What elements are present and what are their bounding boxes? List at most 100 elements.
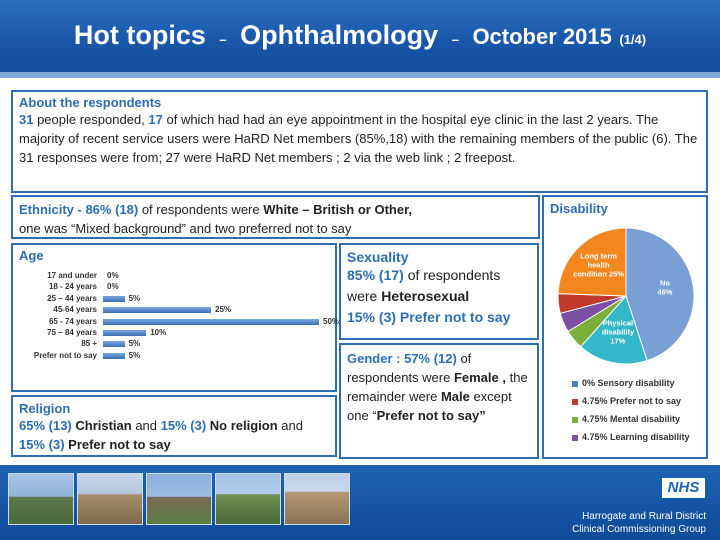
footer-photo (77, 473, 143, 525)
nhs-logo: NHS (662, 478, 705, 498)
ethnicity-text-part: one was “Mixed background” and two prefe… (19, 221, 352, 236)
footer-photo (146, 473, 212, 525)
religion-heading: Religion (19, 401, 71, 416)
legend-item: 4.75% Prefer not to say (572, 396, 681, 406)
age-value-label: 5% (128, 293, 141, 303)
age-bar (103, 318, 319, 325)
footer-photo (8, 473, 74, 525)
sexuality-option: Heterosexual (381, 288, 470, 304)
age-label: 25 – 44 years (47, 293, 97, 303)
legend-item: 0% Sensory disability (572, 378, 675, 388)
legend-swatch (572, 380, 578, 387)
age-value-label: 25% (215, 305, 232, 315)
about-text: 31 people responded, 17 of which had had… (19, 110, 700, 167)
age-row: 45-64 years 25% (17, 305, 333, 316)
religion-text: 65% (13) Christian and 15% (3) No religi… (19, 416, 329, 454)
title-separator: – (451, 32, 459, 47)
legend-label: 4.75% Learning disability (582, 432, 690, 442)
legend-label: 4.75% Mental disability (582, 414, 681, 424)
respondents-count: 31 (19, 112, 34, 127)
legend-item: 4.75% Learning disability (572, 432, 690, 442)
age-value-label: 10% (150, 328, 167, 337)
about-heading: About the respondents (19, 95, 162, 110)
sexuality-option: Prefer not to say (396, 309, 511, 325)
gender-box: Gender : 57% (12) of respondents were Fe… (339, 343, 539, 459)
about-text-part: people responded, (33, 112, 149, 127)
gender-option: Male (440, 389, 470, 404)
age-bar (103, 307, 211, 314)
age-row: 65 - 74 years 50% (17, 316, 339, 328)
age-bar (103, 295, 125, 302)
legend-swatch (572, 434, 578, 441)
religion-text-part: and (277, 418, 303, 433)
ethnicity-text: Ethnicity - 86% (18) of respondents were… (19, 200, 532, 238)
age-label: 17 and under (47, 271, 97, 280)
appointment-count: 17 (148, 112, 163, 127)
pie-slice (579, 295, 648, 365)
about-respondents-box: About the respondents 31 people responde… (11, 90, 708, 193)
legend-swatch (572, 398, 578, 405)
religion-option: Christian (71, 418, 132, 433)
sexuality-pct: 85% (17) (347, 267, 404, 283)
gender-option: Prefer not to say” (376, 408, 486, 423)
age-row: 18 - 24 years 0% (17, 282, 333, 293)
gender-lead: Gender : 57% (12) (347, 351, 457, 366)
disability-heading: Disability (550, 201, 608, 216)
about-text-part: of which had had an eye appointment in t… (19, 112, 698, 165)
age-row: 85 + 5% (17, 339, 333, 350)
org-line: Harrogate and Rural District (582, 511, 706, 522)
age-label: 65 - 74 years (48, 316, 97, 326)
sexuality-box: Sexuality 85% (17) of respondents were H… (339, 243, 539, 340)
footer-photo (215, 473, 281, 525)
gender-text-part: except one “ (347, 389, 512, 423)
sexuality-text-part: of respondents were (347, 267, 501, 304)
sexuality-pct: 15% (3) (347, 309, 397, 325)
age-row: 17 and under 0% (17, 271, 333, 282)
age-label: 45-64 years (53, 305, 97, 315)
religion-pct: 15% (3) (160, 418, 207, 433)
org-line: Clinical Commissioning Group (572, 524, 706, 535)
ethnicity-text-part: of respondents were (138, 202, 264, 217)
age-label: 18 - 24 years (48, 282, 97, 292)
title-separator: – (219, 32, 227, 47)
age-row: 25 – 44 years 5% (17, 294, 333, 305)
age-label: 75 – 84 years (47, 328, 97, 337)
header-rule (0, 72, 720, 78)
page-number: (1/4) (619, 32, 647, 47)
religion-option: No religion (206, 418, 278, 433)
footer-photo (284, 473, 350, 525)
page-title: Hot topics – Ophthalmology – October 201… (0, 20, 720, 51)
header-banner (0, 0, 720, 72)
age-row: 75 – 84 years 10% (17, 328, 333, 339)
legend-item: 4.75% Mental disability (572, 414, 680, 424)
age-label: Prefer not to say (33, 350, 97, 360)
age-label: 85 + (81, 339, 97, 349)
gender-option: Female , (453, 370, 506, 385)
age-row: Prefer not to say 5% (17, 351, 333, 362)
pie-slice (557, 227, 627, 297)
age-heading: Age (19, 248, 44, 263)
legend-swatch (572, 416, 578, 423)
age-value-label: 0% (107, 282, 119, 292)
organisation-name: Harrogate and Rural District Clinical Co… (572, 510, 706, 536)
title-date: October 2015 (472, 24, 612, 49)
religion-pct: 15% (3) (19, 437, 65, 452)
pie-slice-label: Physical disability 17% (602, 319, 635, 346)
legend-label: 0% Sensory disability (582, 378, 675, 388)
sexuality-text: 85% (17) of respondents were Heterosexua… (347, 265, 531, 328)
pie-slice-label: Long term health condition 25% (573, 252, 624, 279)
age-bar (103, 330, 147, 336)
age-bar (103, 352, 125, 359)
religion-text-part: and (131, 418, 161, 433)
title-topic: Hot topics (73, 20, 206, 50)
age-bar (103, 341, 125, 348)
age-value-label: 0% (107, 271, 119, 280)
age-value-label: 5% (128, 339, 141, 349)
ethnicity-lead: Ethnicity - 86% (18) (19, 202, 139, 217)
ethnicity-majority: White – British or Other, (263, 202, 413, 217)
religion-pct: 65% (13) (19, 418, 72, 433)
religion-box: Religion 65% (13) Christian and 15% (3) … (11, 395, 337, 457)
age-box: Age 17 and under 0% 18 - 24 years 0% 25 – 44… (11, 243, 339, 392)
religion-option: Prefer not to say (64, 437, 171, 452)
sexuality-heading: Sexuality (347, 249, 409, 265)
